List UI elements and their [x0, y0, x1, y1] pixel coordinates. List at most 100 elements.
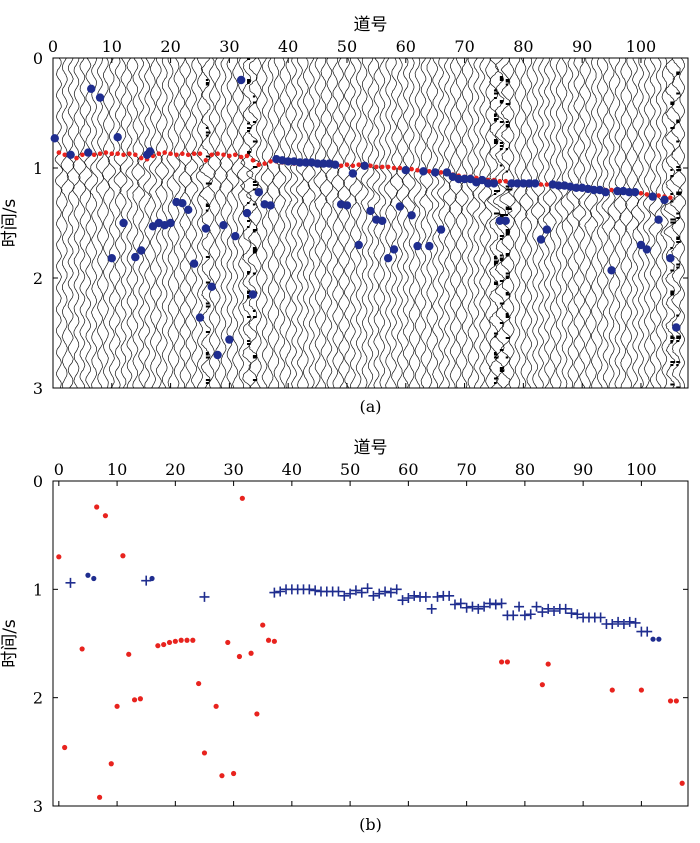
data-point — [656, 193, 661, 198]
trace-fill — [205, 83, 209, 86]
plus-marker — [310, 585, 321, 596]
data-point — [209, 152, 215, 158]
trace-fill — [499, 238, 503, 240]
trace-fill — [499, 145, 504, 147]
data-point — [538, 182, 544, 187]
data-point — [102, 513, 109, 519]
data-point — [268, 159, 273, 164]
plus-marker — [420, 591, 431, 602]
plus-marker — [444, 590, 455, 601]
data-point — [630, 188, 640, 197]
seismic-trace — [198, 57, 213, 389]
seismic-trace — [213, 57, 222, 389]
seismic-trace — [296, 57, 305, 389]
trace-fill — [252, 203, 256, 206]
data-point — [107, 254, 116, 263]
trace-fill — [670, 193, 674, 195]
x-tick-label: 60 — [396, 37, 416, 56]
trace-fill — [493, 193, 497, 195]
seismic-trace — [590, 57, 598, 388]
seismic-trace — [289, 57, 299, 389]
seismic-trace — [442, 57, 451, 389]
seismic-traces — [54, 57, 687, 389]
plus-marker — [519, 610, 530, 621]
trace-fill — [205, 127, 209, 129]
data-point — [254, 711, 260, 717]
data-point — [84, 148, 93, 157]
plus-marker — [537, 607, 548, 618]
x-tick-label: 10 — [102, 37, 122, 56]
seismic-trace — [519, 57, 528, 389]
trace-fill — [252, 95, 256, 98]
trace-fill — [493, 281, 498, 284]
plus-marker — [432, 591, 443, 602]
x-tick-label: 80 — [515, 460, 535, 479]
data-point — [613, 186, 622, 196]
trace-fill — [493, 263, 497, 266]
seismic-trace — [466, 57, 475, 389]
trace-fill — [252, 188, 256, 191]
seismic-trace — [237, 57, 246, 389]
trace-fill — [252, 230, 256, 233]
plus-marker — [618, 619, 629, 629]
plus-marker — [374, 588, 385, 599]
plus-marker — [269, 587, 280, 598]
trace-fill — [676, 266, 680, 269]
data-point — [507, 179, 516, 188]
plus-marker — [496, 598, 507, 609]
trace-fill — [499, 368, 504, 371]
trace-fill — [493, 257, 498, 260]
data-point — [236, 75, 246, 85]
plus-marker — [141, 575, 152, 586]
trace-fill — [205, 131, 210, 134]
trace-fill — [252, 316, 257, 318]
data-point — [191, 151, 197, 156]
data-point — [391, 165, 397, 171]
plus-marker — [333, 586, 344, 597]
x-tick-label: 10 — [107, 460, 127, 479]
series-candidate-picks — [50, 75, 681, 360]
trace-fill — [676, 241, 681, 243]
trace-fill — [670, 127, 675, 129]
plus-marker — [595, 612, 606, 623]
trace-fill — [505, 337, 510, 339]
y-tick-label: 1 — [33, 580, 43, 599]
data-point — [126, 651, 132, 657]
data-point — [80, 152, 85, 158]
data-point — [201, 224, 211, 233]
trace-fill — [205, 305, 211, 308]
trace-fill — [493, 283, 498, 285]
seismic-trace — [84, 57, 93, 389]
plus-marker — [65, 577, 76, 588]
data-point — [56, 554, 62, 560]
data-point — [539, 682, 545, 688]
trace-fill — [505, 214, 509, 216]
data-point — [426, 169, 432, 174]
data-point — [91, 575, 97, 582]
trace-fill — [493, 139, 498, 141]
data-point — [103, 150, 109, 155]
trace-fill — [676, 337, 681, 339]
x-tick-label: 80 — [513, 37, 533, 56]
data-point — [174, 152, 179, 158]
seismic-trace — [225, 57, 234, 389]
trace-fill — [670, 175, 674, 177]
x-tick-label: 70 — [456, 460, 476, 479]
seismic-trace — [554, 57, 563, 389]
trace-fill — [205, 382, 209, 384]
trace-fill — [247, 151, 252, 153]
seismic-trace — [407, 57, 416, 389]
trace-fill — [205, 352, 209, 354]
data-point — [94, 504, 100, 510]
trace-fill — [493, 119, 497, 122]
data-point — [213, 350, 222, 360]
trace-fill — [505, 229, 510, 231]
plus-marker — [607, 619, 618, 629]
trace-fill — [505, 275, 510, 278]
data-point — [236, 653, 243, 660]
data-point — [221, 152, 226, 158]
trace-fill — [505, 316, 510, 318]
data-point — [644, 192, 650, 197]
x-tick-label: 50 — [340, 460, 360, 479]
seismic-trace — [390, 57, 399, 389]
